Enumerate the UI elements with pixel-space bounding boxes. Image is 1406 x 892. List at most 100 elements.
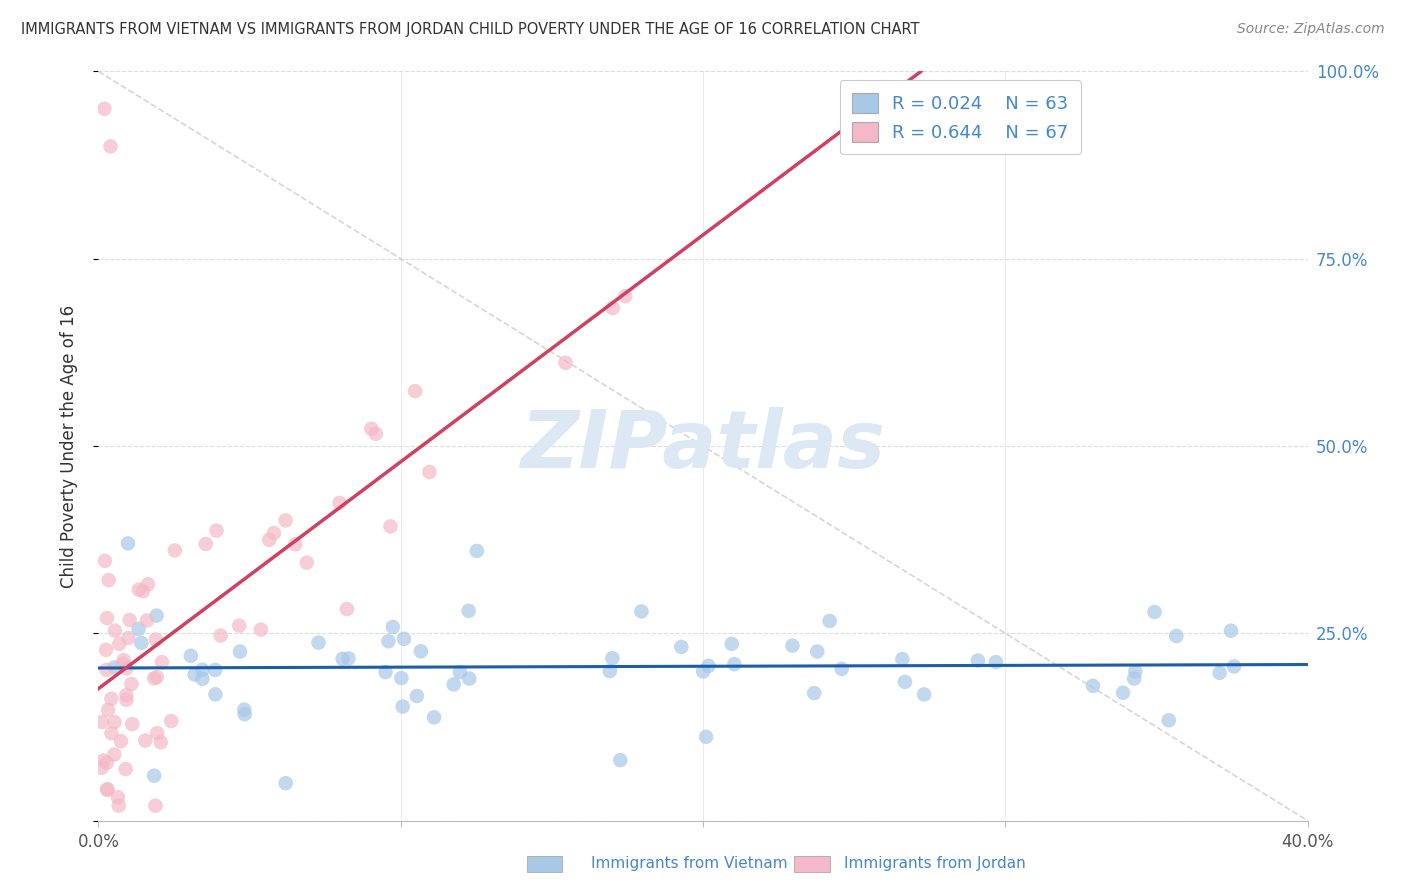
Point	[609, 753, 631, 767]
Point	[1143, 605, 1166, 619]
Point	[630, 604, 652, 618]
Point	[984, 655, 1007, 669]
Point	[233, 703, 256, 717]
Point	[121, 677, 143, 691]
Point	[204, 687, 226, 701]
Point	[1223, 659, 1246, 673]
Point	[614, 289, 637, 303]
Point	[457, 604, 479, 618]
Point	[602, 301, 624, 315]
Point	[406, 689, 429, 703]
Point	[110, 734, 132, 748]
Point	[115, 688, 138, 702]
Point	[145, 632, 167, 647]
Point	[360, 422, 382, 436]
Point	[308, 635, 330, 649]
Y-axis label: Child Poverty Under the Age of 16: Child Poverty Under the Age of 16	[59, 304, 77, 588]
Point	[602, 651, 624, 665]
Point	[404, 384, 426, 398]
Point	[90, 761, 112, 775]
Point	[191, 663, 214, 677]
Point	[782, 639, 804, 653]
Point	[409, 644, 432, 658]
Point	[695, 730, 717, 744]
Point	[204, 663, 226, 677]
Point	[554, 356, 576, 370]
Point	[723, 657, 745, 672]
Point	[423, 710, 446, 724]
Point	[465, 544, 488, 558]
Point	[912, 687, 935, 701]
Point	[257, 533, 280, 547]
Point	[274, 776, 297, 790]
Point	[128, 622, 150, 636]
Point	[1157, 713, 1180, 727]
Text: Source: ZipAtlas.com: Source: ZipAtlas.com	[1237, 22, 1385, 37]
Legend: R = 0.024    N = 63, R = 0.644    N = 67: R = 0.024 N = 63, R = 0.644 N = 67	[839, 80, 1081, 154]
Point	[128, 582, 150, 597]
Point	[328, 496, 350, 510]
Point	[94, 642, 117, 657]
Point	[194, 537, 217, 551]
Point	[131, 636, 153, 650]
Point	[228, 618, 250, 632]
Point	[134, 733, 156, 747]
Point	[233, 707, 256, 722]
Point	[818, 614, 841, 628]
Point	[121, 717, 143, 731]
Point	[149, 735, 172, 749]
Point	[96, 782, 118, 797]
Point	[229, 644, 252, 658]
Point	[183, 667, 205, 681]
Point	[274, 513, 297, 527]
Point	[91, 754, 114, 768]
Point	[692, 665, 714, 679]
Point	[160, 714, 183, 728]
Point	[671, 640, 693, 654]
Point	[96, 611, 118, 625]
Point	[418, 465, 440, 479]
Point	[1166, 629, 1188, 643]
Point	[697, 658, 720, 673]
Point	[96, 782, 118, 797]
Point	[1112, 686, 1135, 700]
Point	[209, 629, 232, 643]
Point	[97, 573, 120, 587]
Point	[118, 613, 141, 627]
Point	[458, 672, 481, 686]
Point	[336, 602, 359, 616]
Point	[117, 536, 139, 550]
Point	[145, 798, 167, 813]
Point	[443, 677, 465, 691]
Point	[831, 662, 853, 676]
Point	[111, 657, 134, 671]
Point	[205, 524, 228, 538]
Point	[1123, 672, 1146, 686]
Point	[374, 665, 396, 679]
Point	[250, 623, 273, 637]
Point	[103, 747, 125, 762]
Point	[100, 726, 122, 740]
Point	[1125, 665, 1147, 679]
Point	[806, 644, 828, 658]
Point	[107, 790, 129, 805]
Point	[146, 726, 169, 740]
Text: IMMIGRANTS FROM VIETNAM VS IMMIGRANTS FROM JORDAN CHILD POVERTY UNDER THE AGE OF: IMMIGRANTS FROM VIETNAM VS IMMIGRANTS FR…	[21, 22, 920, 37]
Point	[191, 672, 214, 686]
Point	[143, 769, 166, 783]
Point	[107, 798, 129, 813]
Point	[97, 703, 120, 717]
Point	[263, 526, 285, 541]
Point	[1220, 624, 1243, 638]
Point	[967, 654, 990, 668]
Point	[100, 139, 122, 153]
Point	[112, 653, 135, 667]
Point	[115, 693, 138, 707]
Point	[143, 671, 166, 685]
Point	[135, 614, 157, 628]
Point	[103, 715, 125, 730]
Point	[295, 556, 318, 570]
Point	[449, 665, 471, 679]
Point	[96, 663, 118, 677]
Point	[114, 762, 136, 776]
